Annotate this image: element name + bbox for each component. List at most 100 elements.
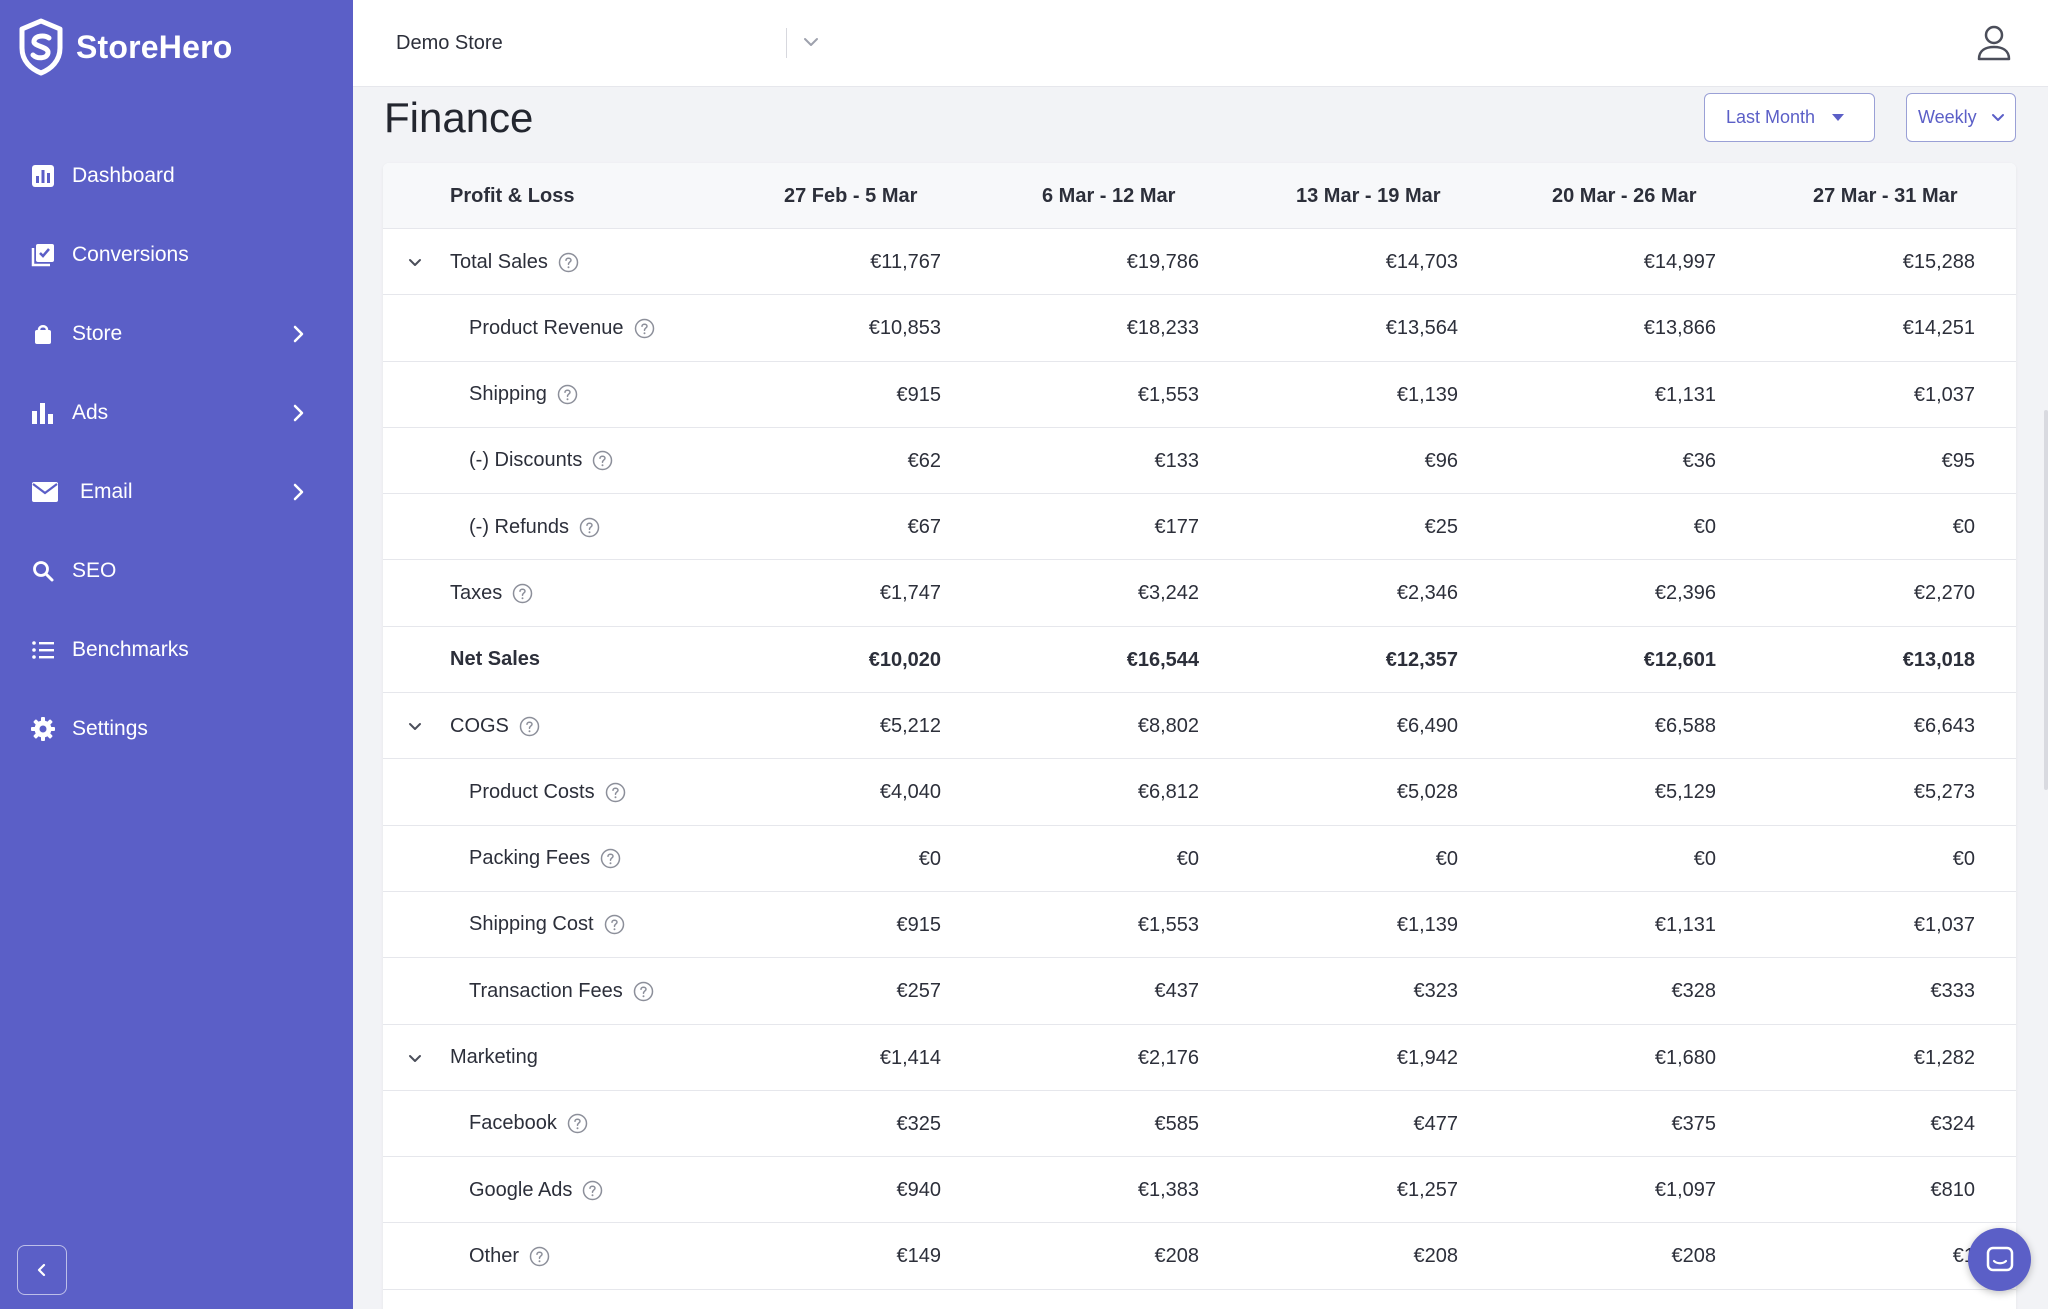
- table-cell: €1,942: [1396, 1046, 1458, 1069]
- sidebar-item-email[interactable]: Email: [0, 452, 353, 531]
- sidebar-item-label: SEO: [72, 558, 117, 582]
- store-name: Demo Store: [396, 31, 503, 54]
- checklist-icon: [30, 242, 56, 268]
- table-cell: €325: [896, 1112, 942, 1135]
- table-cell: €11,767: [870, 251, 941, 273]
- expand-chevron-icon[interactable]: [403, 1046, 427, 1070]
- table-cell: €1,282: [1913, 1046, 1975, 1069]
- help-icon[interactable]: [592, 450, 613, 471]
- help-icon[interactable]: [512, 583, 533, 604]
- sidebar-item-settings[interactable]: Settings: [0, 689, 353, 768]
- table-cell: €810: [1930, 1179, 1976, 1202]
- help-icon[interactable]: [604, 914, 625, 935]
- table-cell: €915: [896, 383, 942, 406]
- sidebar-item-label: Dashboard: [72, 163, 175, 187]
- table-row: Product Costs €4,040 €6,812 €5,028 €5,129 €5,…: [383, 759, 2016, 826]
- help-icon[interactable]: [579, 517, 600, 538]
- brand-logo[interactable]: StoreHero: [18, 18, 233, 76]
- chat-button[interactable]: [1968, 1228, 2031, 1291]
- sidebar-nav: Dashboard Conversions Store Ads: [0, 136, 353, 768]
- table-cell: €1,097: [1654, 1179, 1716, 1202]
- table-row: (-) Refunds €67 €177 €25 €0 €0: [383, 494, 2016, 561]
- table-cell: €149: [896, 1245, 942, 1268]
- help-icon[interactable]: [600, 848, 621, 869]
- table-cell: €2,176: [1137, 1046, 1199, 1069]
- table-cell: €6,643: [1913, 715, 1975, 738]
- help-icon[interactable]: [605, 782, 626, 803]
- table-cell: €12,601: [1643, 648, 1716, 671]
- table-row: Product Revenue €10,853 €18,233 €13,564 €13,…: [383, 295, 2016, 362]
- table-cell: €0: [1952, 516, 1975, 539]
- row-label: (-) Refunds: [469, 494, 600, 560]
- row-label-text: Marketing: [450, 1046, 538, 1069]
- row-label-text: Transaction Fees: [469, 979, 623, 1002]
- sidebar-item-label: Store: [72, 321, 123, 345]
- table-cell: €95: [1941, 449, 1975, 472]
- table-cell: €14,251: [1902, 317, 1975, 340]
- collapse-sidebar-button[interactable]: [17, 1245, 67, 1295]
- column-header: Profit & Loss: [450, 185, 575, 207]
- frequency-dropdown[interactable]: Weekly: [1906, 93, 2016, 142]
- expand-chevron-icon[interactable]: [403, 714, 427, 738]
- user-icon: [1977, 25, 2011, 61]
- sidebar-item-seo[interactable]: SEO: [0, 531, 353, 610]
- column-header: 20 Mar - 26 Mar: [1552, 185, 1697, 207]
- row-label: Facebook: [469, 1091, 588, 1157]
- table-row: Facebook €325 €585 €477 €375 €324: [383, 1091, 2016, 1158]
- sidebar-item-conversions[interactable]: Conversions: [0, 215, 353, 294]
- table-cell: €585: [1154, 1112, 1200, 1135]
- expand-chevron-icon[interactable]: [403, 250, 427, 274]
- scrollbar[interactable]: [2044, 410, 2048, 790]
- chat-icon: [1986, 1246, 2013, 1271]
- table-cell: €0: [1435, 847, 1458, 870]
- sidebar-item-label: Email: [80, 479, 133, 503]
- row-label: Taxes: [450, 560, 533, 626]
- shield-logo-icon: [19, 18, 63, 76]
- table-cell: €16,544: [1126, 648, 1199, 671]
- sidebar-item-label: Benchmarks: [72, 637, 189, 661]
- table-cell: €62: [907, 449, 941, 472]
- help-icon[interactable]: [519, 716, 540, 737]
- row-label-text: (-) Refunds: [469, 515, 570, 538]
- row-label-text: Net Sales: [450, 648, 541, 671]
- table-row: Google Ads €940 €1,383 €1,257 €1,097 €810: [383, 1157, 2016, 1224]
- sidebar-item-dashboard[interactable]: Dashboard: [0, 136, 353, 215]
- profit-loss-table: Profit & Loss 27 Feb - 5 Mar 6 Mar - 12 …: [383, 163, 2016, 1309]
- table-row[interactable]: Marketing €1,414 €2,176 €1,942 €1,680 €1,282: [383, 1025, 2016, 1091]
- help-icon[interactable]: [558, 252, 579, 273]
- table-cell: €208: [1671, 1245, 1717, 1268]
- sidebar-item-label: Conversions: [72, 242, 189, 266]
- table-row[interactable]: Total Sales €11,767 €19,786 €14,703 €14,997 €…: [383, 229, 2016, 296]
- table-cell: €1,383: [1137, 1179, 1199, 1202]
- table-cell: €1,553: [1137, 913, 1199, 936]
- help-icon[interactable]: [634, 318, 655, 339]
- store-selector[interactable]: Demo Store: [396, 26, 1181, 60]
- table-cell: €1,747: [879, 582, 941, 605]
- sidebar-item-store[interactable]: Store: [0, 294, 353, 373]
- table-cell: €1,037: [1913, 913, 1975, 936]
- table-cell: €5,028: [1396, 781, 1458, 804]
- period-dropdown[interactable]: Last Month: [1704, 93, 1875, 142]
- help-icon[interactable]: [529, 1246, 550, 1267]
- chevron-right-icon: [293, 483, 304, 500]
- help-icon[interactable]: [567, 1113, 588, 1134]
- table-cell: €4,040: [879, 781, 941, 804]
- column-header: 27 Mar - 31 Mar: [1813, 185, 1958, 207]
- table-row: Transaction Fees €257 €437 €323 €328 €333: [383, 958, 2016, 1025]
- frequency-label: Weekly: [1918, 107, 1977, 127]
- help-icon[interactable]: [633, 981, 654, 1002]
- table-cell: €1: [1952, 1245, 1975, 1268]
- sidebar-item-benchmarks[interactable]: Benchmarks: [0, 610, 353, 689]
- table-cell: €0: [1952, 847, 1975, 870]
- table-cell: €12,357: [1385, 648, 1458, 671]
- table-row[interactable]: COGS €5,212 €8,802 €6,490 €6,588 €6,643: [383, 693, 2016, 760]
- table-cell: €15,288: [1902, 251, 1975, 273]
- chevron-down-icon: [1992, 114, 2004, 121]
- table-cell: €0: [1693, 516, 1716, 539]
- help-icon[interactable]: [557, 384, 578, 405]
- user-account-button[interactable]: [1974, 22, 2014, 62]
- table-cell: €13,866: [1643, 317, 1716, 340]
- sidebar-item-ads[interactable]: Ads: [0, 373, 353, 452]
- mail-icon: [30, 479, 60, 505]
- help-icon[interactable]: [582, 1180, 603, 1201]
